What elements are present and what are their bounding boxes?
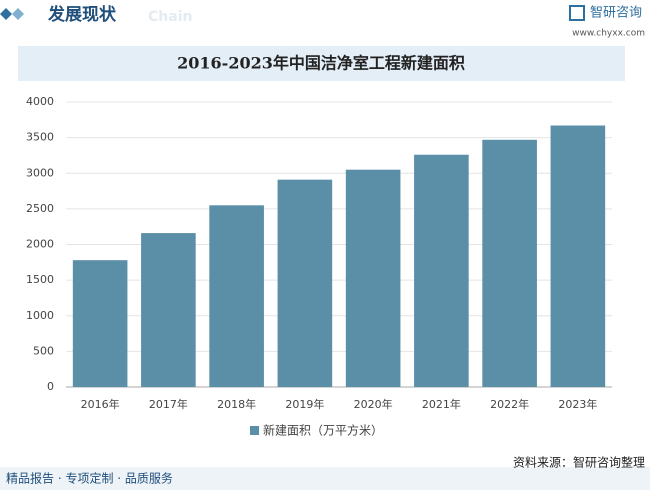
x-tick-label: 2020年: [354, 397, 393, 411]
header-title: 发展现状: [47, 4, 117, 25]
x-tick-label: 2019年: [285, 397, 324, 411]
y-tick-label: 2000: [26, 238, 54, 251]
y-tick-label: 3000: [26, 166, 54, 179]
legend-label: 新建面积（万平方米）: [263, 423, 383, 438]
bar: [414, 154, 469, 387]
x-tick-label: 2021年: [422, 397, 461, 411]
footer-bar: [0, 467, 650, 490]
y-tick-label: 4000: [26, 95, 54, 108]
brand: 智研咨询: [590, 6, 642, 21]
y-tick-label: 1500: [26, 273, 54, 286]
bar: [550, 125, 606, 387]
y-tick-label: 1000: [26, 309, 54, 322]
url: www.chyxx.com: [572, 29, 645, 39]
y-tick-label: 3500: [26, 131, 54, 144]
footer-slogan: 精品报告 · 专项定制 · 品质服务: [6, 471, 173, 486]
chart-title: 2016-2023年中国洁净室工程新建面积: [177, 54, 465, 73]
x-tick-label: 2017年: [149, 397, 188, 411]
plot: 0 500 1000 1500 2000 2500 3000 3500 4000 2016年 201…: [26, 95, 612, 438]
x-tick-label: 2022年: [490, 397, 529, 411]
logo-icon: [569, 5, 585, 21]
bar: [482, 139, 537, 387]
bar: [141, 233, 196, 387]
bar: [345, 169, 401, 387]
title-bar: [18, 46, 625, 81]
y-tick-label: 2500: [26, 202, 54, 215]
bar: [277, 179, 333, 387]
x-tick-label: 2018年: [217, 397, 256, 411]
y-tick-label: 500: [33, 344, 54, 357]
source: 资料来源：智研咨询整理: [513, 455, 645, 470]
bar: [209, 205, 264, 387]
legend-swatch: [250, 426, 259, 435]
x-tick-label: 2023年: [558, 397, 597, 411]
y-tick-label: 0: [47, 380, 54, 393]
header-subtitle: Chain: [148, 9, 192, 25]
x-tick-label: 2016年: [81, 397, 120, 411]
icon: [12, 8, 24, 20]
bar: [72, 260, 128, 387]
icon: [0, 8, 12, 20]
